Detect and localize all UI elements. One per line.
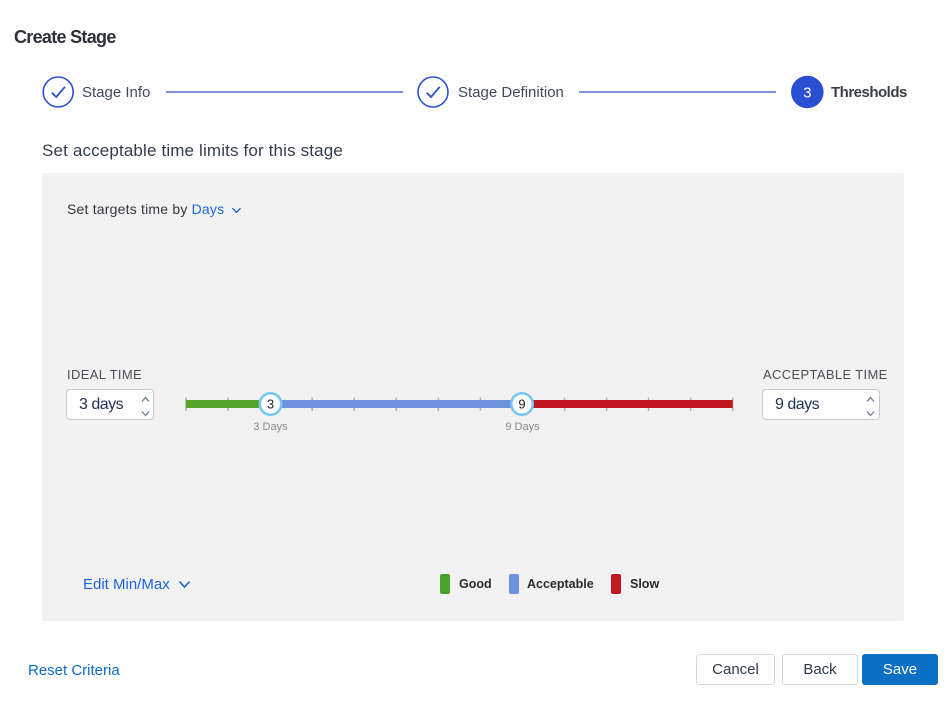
svg-text:9: 9 (518, 397, 525, 412)
svg-text:3: 3 (803, 85, 811, 102)
svg-text:3: 3 (267, 397, 274, 412)
